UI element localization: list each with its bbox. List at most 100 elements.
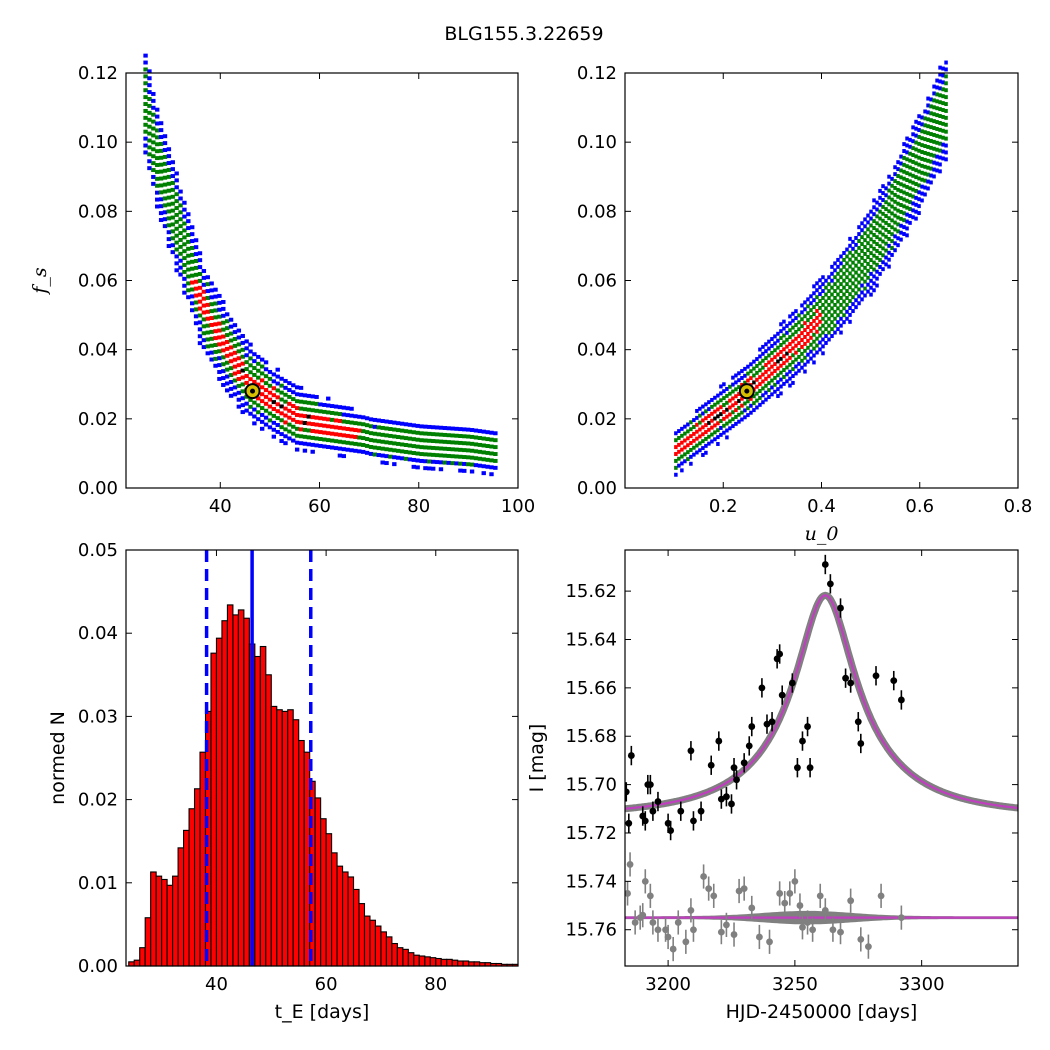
confidence-cell [407, 443, 413, 448]
confidence-cell [809, 315, 813, 320]
confidence-cell [782, 368, 786, 373]
confidence-cell [252, 400, 257, 405]
confidence-cell [875, 262, 879, 267]
confidence-cell [863, 272, 867, 277]
confidence-cell [166, 237, 172, 242]
confidence-cell [341, 440, 346, 445]
confidence-cell [232, 357, 238, 362]
confidence-cell [411, 457, 416, 462]
data-point [816, 892, 824, 900]
confidence-cell [279, 390, 284, 395]
confidence-cell [244, 367, 249, 372]
histogram-bar [177, 847, 185, 967]
confidence-cell [815, 329, 819, 334]
confidence-cell [372, 417, 378, 422]
confidence-cell [821, 295, 825, 300]
confidence-cell [794, 357, 798, 362]
confidence-cell [147, 145, 152, 150]
confidence-cell [201, 310, 207, 315]
confidence-cell [178, 210, 183, 215]
confidence-cell [839, 330, 843, 335]
confidence-cell [821, 289, 825, 294]
confidence-cell [893, 185, 897, 190]
confidence-cell [908, 213, 912, 218]
confidence-cell [890, 197, 894, 202]
confidence-cell [815, 281, 819, 286]
confidence-cell [869, 237, 873, 242]
confidence-cell [326, 431, 331, 436]
confidence-cell [302, 441, 308, 446]
confidence-cell [932, 153, 936, 158]
confidence-cell [905, 136, 909, 141]
histogram-bar [424, 956, 431, 967]
confidence-cell [248, 370, 253, 375]
confidence-cell [848, 250, 852, 255]
confidence-cell [419, 424, 424, 429]
confidence-cell [197, 327, 203, 332]
confidence-cell [800, 331, 804, 336]
confidence-cell [294, 385, 300, 390]
confidence-cell [800, 317, 804, 322]
confidence-cell [848, 306, 852, 310]
confidence-cell [197, 313, 203, 318]
confidence-cell [493, 465, 498, 470]
confidence-cell [294, 413, 300, 417]
confidence-cell [854, 263, 858, 268]
confidence-cell [680, 426, 684, 431]
y-tick-label: 0.04 [577, 340, 617, 361]
confidence-cell [403, 436, 409, 441]
confidence-cell [217, 342, 222, 347]
confidence-cell [240, 361, 245, 366]
confidence-cell [209, 357, 214, 362]
confidence-cell [899, 182, 903, 187]
confidence-cell [182, 269, 187, 274]
confidence-cell [158, 121, 164, 126]
confidence-cell [349, 406, 354, 411]
confidence-cell [845, 261, 849, 266]
confidence-cell [217, 376, 222, 381]
confidence-cell [911, 201, 915, 206]
confidence-cell [333, 432, 339, 437]
confidence-cell [240, 396, 245, 401]
confidence-cell [833, 282, 837, 287]
confidence-cell [887, 188, 891, 193]
confidence-cell [707, 441, 711, 446]
confidence-cell [737, 371, 741, 376]
confidence-cell [170, 201, 175, 206]
confidence-cell [905, 178, 909, 182]
confidence-cell [755, 384, 759, 389]
confidence-cell [896, 174, 900, 178]
confidence-cell [839, 302, 843, 307]
confidence-cell [384, 433, 389, 438]
confidence-cell [217, 307, 222, 312]
data-point [723, 793, 730, 801]
confidence-cell [836, 327, 840, 332]
confidence-cell [469, 455, 475, 460]
confidence-cell [221, 334, 226, 339]
histogram-bar [363, 915, 371, 967]
confidence-cell [734, 401, 738, 406]
confidence-cell [178, 231, 183, 236]
confidence-cell [926, 158, 930, 163]
confidence-cell [279, 404, 284, 409]
confidence-cell [800, 344, 804, 349]
confidence-cell [857, 239, 861, 243]
confidence-cell [143, 88, 148, 93]
confidence-cell [275, 423, 280, 427]
confidence-cell [716, 421, 720, 426]
x-axis-label: HJD-2450000 [days] [726, 1001, 918, 1023]
confidence-cell [863, 293, 867, 298]
confidence-cell [240, 340, 245, 345]
confidence-cell [722, 430, 726, 435]
confidence-cell [158, 190, 164, 195]
confidence-cell [932, 98, 936, 103]
x-tick-label: 80 [424, 974, 447, 995]
confidence-cell [147, 159, 152, 164]
confidence-cell [734, 380, 738, 385]
confidence-cell [791, 374, 795, 378]
confidence-cell [224, 360, 230, 365]
confidence-cell [872, 212, 876, 217]
data-point [733, 776, 740, 784]
confidence-cell [932, 146, 936, 151]
confidence-cell [827, 323, 831, 328]
